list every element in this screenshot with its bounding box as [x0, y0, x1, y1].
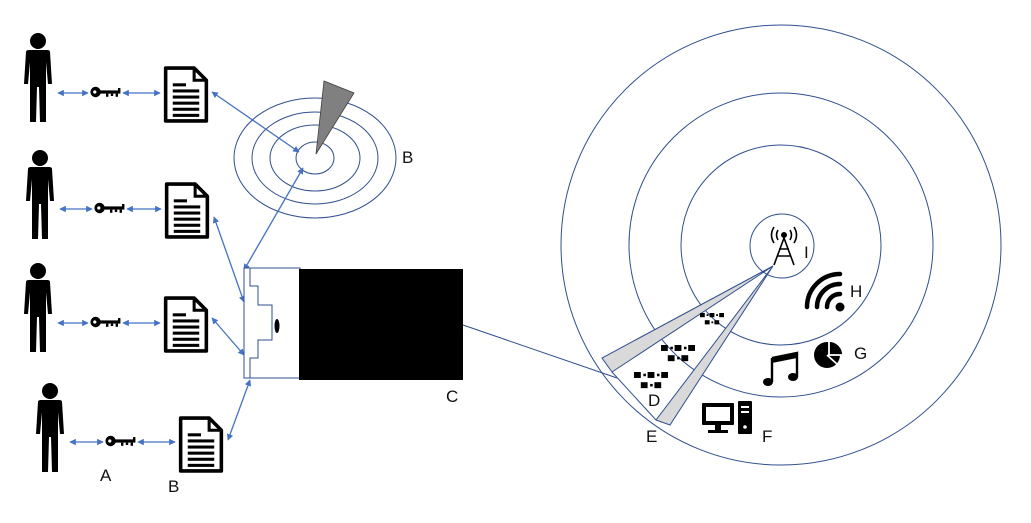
person-icon — [24, 33, 52, 122]
label-antenna: I — [804, 243, 809, 262]
radar-ring — [680, 144, 882, 346]
radar-device-link — [243, 167, 304, 271]
data-packet-icon — [700, 313, 724, 325]
radar-ring — [295, 141, 335, 175]
document-icon — [163, 296, 209, 353]
doc2-device-link — [212, 216, 246, 303]
label-wifi: H — [850, 282, 862, 301]
device-radar-link — [462, 324, 618, 379]
small-radar — [233, 97, 397, 219]
radar-ring — [628, 92, 934, 398]
label-device: C — [446, 387, 458, 406]
key-icon — [90, 86, 121, 98]
label-small-radar: B — [402, 148, 413, 167]
label-outer-wedge: E — [646, 427, 657, 446]
wedge-outer — [655, 265, 774, 426]
user-row-3 — [24, 263, 209, 353]
doc4-device-link — [226, 379, 252, 441]
data-packet-icon — [634, 372, 668, 389]
device: C — [243, 267, 463, 406]
wedge-boundary — [611, 371, 657, 421]
data-packet-icon — [661, 345, 695, 362]
user-row-4 — [36, 383, 224, 473]
radar-ring — [251, 111, 379, 205]
key-icon — [105, 435, 136, 447]
doc1-radar-link — [211, 91, 300, 153]
document-icon — [164, 182, 210, 239]
antenna-icon — [770, 226, 798, 266]
doc3-device-link — [211, 317, 245, 356]
key-icon — [90, 316, 121, 328]
computer-icon — [702, 401, 752, 434]
label-document: B — [168, 477, 179, 496]
radar-sweep-sector — [315, 80, 355, 155]
wifi-icon — [804, 271, 845, 312]
pie-chart-icon — [814, 340, 844, 368]
radar-ring — [269, 124, 361, 192]
wedge-inner — [601, 265, 774, 373]
user-row-1 — [24, 33, 209, 123]
music-note-icon — [763, 351, 799, 386]
person-icon — [24, 263, 52, 352]
radar-ring — [749, 213, 815, 279]
device-lens-icon — [274, 319, 280, 333]
document-icon — [178, 416, 224, 473]
label-key: A — [100, 466, 112, 485]
person-icon — [26, 150, 54, 239]
label-chart: G — [854, 344, 867, 363]
device-body — [299, 269, 463, 380]
document-icon — [163, 66, 209, 123]
label-inner-wedge: D — [648, 391, 660, 410]
user-rows — [24, 33, 224, 473]
large-radar — [560, 24, 1002, 466]
user-row-2 — [26, 150, 210, 239]
radar-ring — [233, 97, 397, 219]
device-side-outline — [249, 268, 273, 378]
person-icon — [36, 383, 64, 472]
label-computer: F — [762, 427, 772, 446]
key-icon — [94, 202, 125, 214]
radar-ring — [560, 24, 1002, 466]
